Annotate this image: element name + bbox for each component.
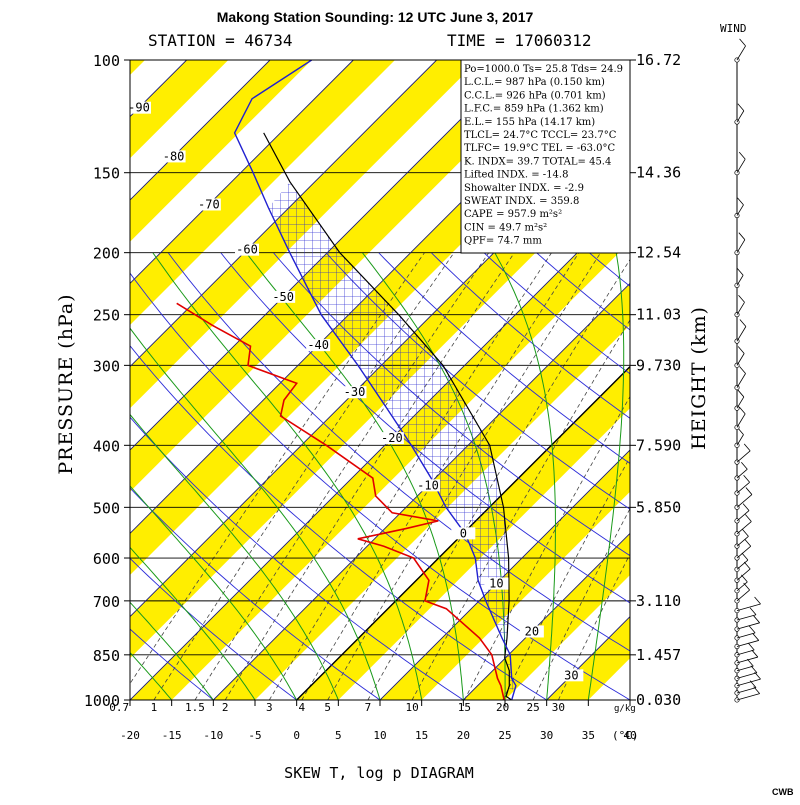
index-line: L.C.L.= 987 hPa (0.150 km) [464, 77, 605, 88]
isotherm-label: -70 [198, 197, 220, 211]
index-line: QPF= 74.7 mm [464, 236, 542, 247]
pressure-tick-label: 200 [93, 245, 120, 263]
temperature-tick-label: -5 [248, 729, 261, 742]
mixing-ratio-label: 5 [324, 701, 331, 714]
index-line: TLFC= 19.9°C TEL = -63.0°C [464, 143, 616, 154]
isotherm-label: -50 [272, 290, 294, 304]
height-tick-label: 16.72 [636, 51, 681, 69]
height-tick-label: 7.590 [636, 436, 681, 454]
isotherm-label: -90 [128, 101, 150, 115]
credit-label: CWB [772, 787, 794, 797]
mixing-ratio-label: 1 [151, 701, 158, 714]
index-line: Lifted INDX. = -14.8 [464, 170, 568, 181]
pressure-tick-label: 400 [93, 437, 120, 455]
pressure-tick-label: 300 [93, 357, 120, 375]
temperature-tick-label: 20 [457, 729, 470, 742]
index-line: E.L.= 155 hPa (14.17 km) [464, 117, 595, 128]
pressure-tick-label: 150 [93, 165, 120, 183]
mixing-ratio-label: 15 [458, 701, 471, 714]
mixing-ratio-label: 20 [496, 701, 509, 714]
height-tick-label: 0.030 [636, 691, 681, 709]
index-line: C.C.L.= 926 hPa (0.701 km) [464, 90, 606, 101]
isotherm-label: -60 [236, 243, 258, 257]
isotherm-label: 0 [460, 526, 467, 540]
mixing-ratio-label: 30 [552, 701, 565, 714]
height-tick-label: 5.850 [636, 498, 681, 516]
index-line: Showalter INDX. = -2.9 [464, 183, 584, 194]
temperature-tick-label: -20 [120, 729, 140, 742]
height-tick-label: 11.03 [636, 306, 681, 324]
mixing-ratio-label: 25 [526, 701, 539, 714]
isotherm-label: -10 [417, 478, 439, 492]
mixing-ratio-label: 2 [222, 701, 229, 714]
isotherm-label: -30 [344, 385, 366, 399]
height-tick-label: 9.730 [636, 356, 681, 374]
chart-title: Makong Station Sounding: 12 UTC June 3, … [217, 9, 534, 25]
pressure-tick-label: 600 [93, 550, 120, 568]
pressure-tick-label: 500 [93, 499, 120, 517]
station-label: STATION = 46734 [148, 31, 293, 50]
mixing-ratio-label: 3 [266, 701, 273, 714]
temperature-tick-label: 30 [540, 729, 553, 742]
index-line: CIN = 49.7 m²s² [464, 222, 547, 233]
celsius-unit: (°C) [612, 729, 639, 742]
pressure-tick-label: 250 [93, 307, 120, 325]
index-line: K. INDX= 39.7 TOTAL= 45.4 [464, 156, 611, 167]
pressure-tick-label: 700 [93, 593, 120, 611]
mixing-ratio-label: 7 [365, 701, 372, 714]
time-label: TIME = 17060312 [447, 31, 592, 50]
temperature-tick-label: 0 [293, 729, 300, 742]
height-tick-label: 1.457 [636, 646, 681, 664]
pressure-tick-label: 850 [93, 647, 120, 665]
temperature-tick-label: -10 [203, 729, 223, 742]
temperature-tick-label: 10 [373, 729, 386, 742]
isotherm-label: 10 [489, 577, 503, 591]
temperature-tick-label: -15 [162, 729, 182, 742]
mixing-ratio-label: 1.5 [185, 701, 205, 714]
mixing-unit: g/kg [614, 704, 636, 714]
isotherm-label: -40 [307, 338, 329, 352]
temperature-tick-label: 35 [582, 729, 595, 742]
height-tick-label: 3.110 [636, 592, 681, 610]
height-axis-label: HEIGHT (km) [688, 306, 710, 450]
isotherm-label: -80 [163, 149, 185, 163]
height-tick-label: 14.36 [636, 164, 681, 182]
mixing-ratio-label: 10 [405, 701, 418, 714]
isotherm-label: -20 [381, 431, 403, 445]
temperature-tick-label: 25 [498, 729, 511, 742]
index-line: L.F.C.= 859 hPa (1.362 km) [464, 104, 604, 115]
temperature-tick-label: 5 [335, 729, 342, 742]
index-line: Po=1000.0 Ts= 25.8 Tds= 24.9 [464, 64, 623, 75]
mixing-ratio-label: 4 [298, 701, 305, 714]
index-line: CAPE = 957.9 m²s² [464, 209, 562, 220]
height-tick-label: 12.54 [636, 244, 681, 262]
pressure-tick-label: 1000 [84, 692, 120, 710]
isotherm-label: 30 [564, 668, 578, 682]
y-axis-label: PRESSURE (hPa) [55, 293, 77, 474]
index-line: SWEAT INDX. = 359.8 [464, 196, 579, 207]
index-line: TLCL= 24.7°C TCCL= 23.7°C [464, 130, 617, 141]
temperature-tick-label: 15 [415, 729, 428, 742]
wind-label: WIND [720, 22, 747, 35]
wind-station-dot [735, 120, 739, 124]
isotherm-label: 20 [525, 624, 539, 638]
pressure-tick-label: 100 [93, 52, 120, 70]
diagram-label: SKEW T, log p DIAGRAM [284, 764, 474, 782]
